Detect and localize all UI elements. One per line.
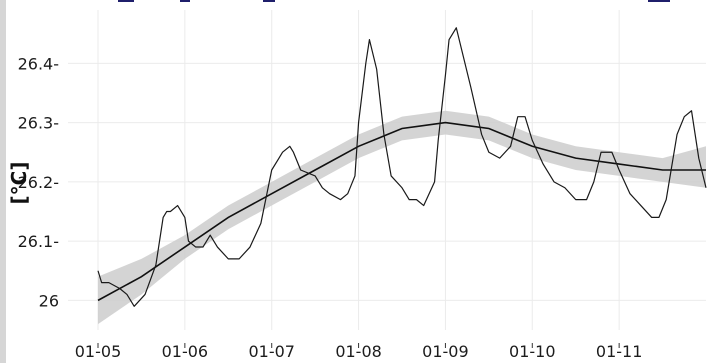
confidence-band bbox=[98, 110, 706, 325]
x-tick-label: 01-10 bbox=[509, 342, 556, 361]
y-tick-label: 26.1- bbox=[18, 232, 59, 251]
clipped-title-fragment bbox=[88, 0, 688, 6]
y-tick-label: 26 bbox=[39, 291, 59, 310]
y-axis-label: [°C] bbox=[7, 162, 31, 205]
y-tick-label: 26.3- bbox=[18, 114, 59, 133]
x-tick-label: 01-11 bbox=[596, 342, 643, 361]
y-axis-ticks: 26 26.1- 26.2- 26.3- 26.4- bbox=[18, 54, 59, 310]
x-axis-ticks: 01-05 01-06 01-07 01-08 01-09 01-10 01-11 bbox=[75, 342, 643, 361]
x-tick-label: 01-06 bbox=[162, 342, 209, 361]
left-edge-bar bbox=[0, 0, 6, 363]
raw-temperature-line bbox=[97, 27, 707, 307]
smoothed-trend-line bbox=[97, 121, 706, 302]
y-tick-label: 26.4- bbox=[18, 54, 59, 73]
grid-lines bbox=[68, 10, 706, 330]
y-tick-label: 26.2- bbox=[18, 173, 59, 192]
x-tick-label: 01-05 bbox=[75, 342, 122, 361]
x-tick-label: 01-08 bbox=[335, 342, 382, 361]
x-tick-label: 01-07 bbox=[248, 342, 295, 361]
x-tick-label: 01-09 bbox=[422, 342, 469, 361]
